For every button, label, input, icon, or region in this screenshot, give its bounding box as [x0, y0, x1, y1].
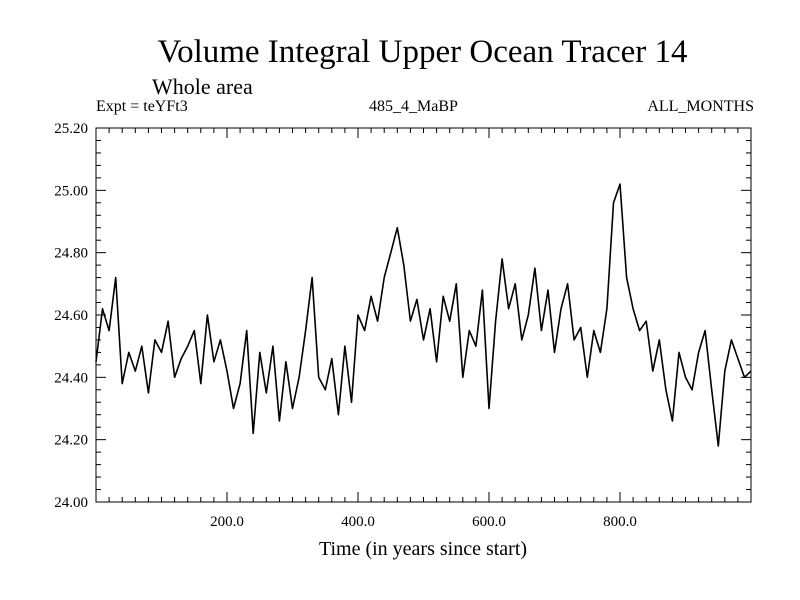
x-axis-ticks	[108, 128, 739, 502]
y-axis-ticks	[96, 139, 751, 491]
y-tick-label: 24.80	[54, 246, 88, 262]
x-tick-label: 600.0	[472, 514, 506, 530]
x-tick-label: 200.0	[210, 514, 244, 530]
chart-title: Volume Integral Upper Ocean Tracer 14	[157, 34, 688, 70]
y-axis-tick-labels: 24.00 24.20 24.40 24.60 24.80 25.00 25.20	[54, 121, 88, 511]
x-axis-label: Time (in years since start)	[319, 538, 527, 560]
y-tick-label: 24.20	[54, 433, 88, 449]
x-tick-label: 400.0	[341, 514, 375, 530]
y-tick-label: 24.00	[54, 495, 88, 511]
experiment-label: Expt = teYFt3	[96, 98, 188, 115]
months-label: ALL_MONTHS	[647, 98, 754, 115]
data-series-line	[95, 183, 752, 447]
y-tick-label: 24.40	[54, 370, 88, 386]
chart-subtitle: Whole area	[152, 74, 253, 99]
y-tick-label: 25.00	[54, 183, 88, 199]
period-label: 485_4_MaBP	[369, 98, 458, 115]
y-tick-label: 25.20	[54, 121, 88, 137]
x-tick-label: 800.0	[603, 514, 637, 530]
y-tick-label: 24.60	[54, 308, 88, 324]
plot-frame	[95, 127, 752, 503]
x-axis-tick-labels: 200.0 400.0 600.0 800.0	[210, 514, 637, 530]
